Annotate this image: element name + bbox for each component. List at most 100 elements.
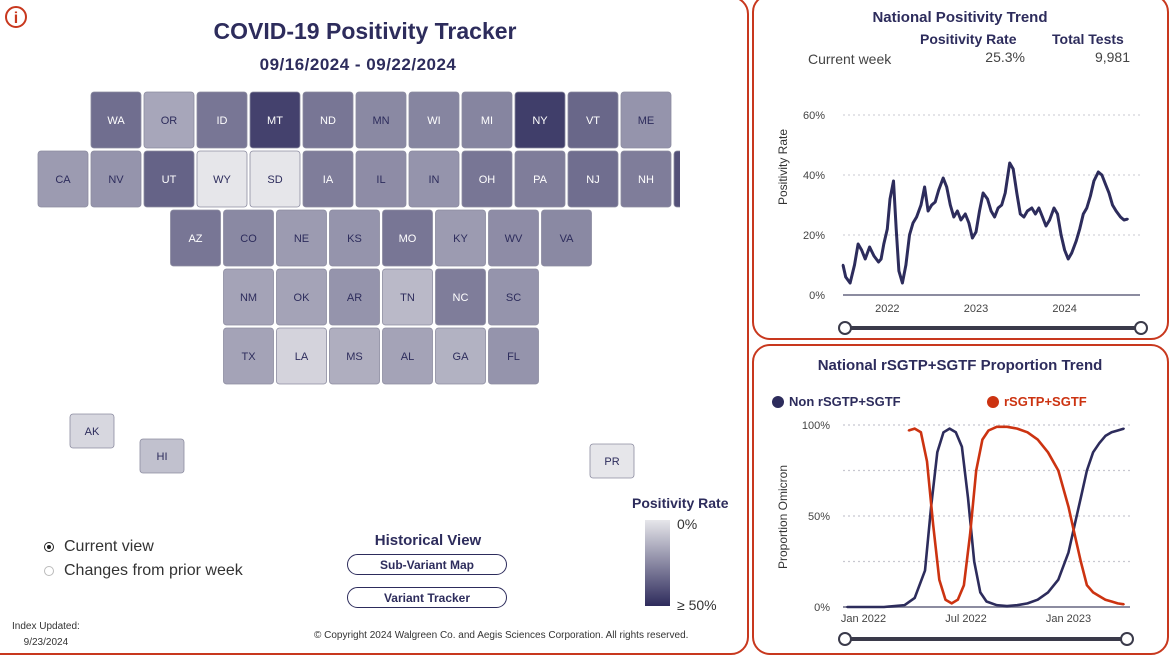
state-ia[interactable] — [302, 150, 354, 208]
trend-point — [1008, 161, 1011, 165]
trend-point — [1082, 212, 1085, 216]
variant-y-tick: 100% — [802, 420, 830, 432]
state-la[interactable] — [276, 327, 327, 385]
trend-series-line — [841, 161, 1128, 285]
trend-point — [877, 260, 880, 264]
state-wv[interactable] — [488, 209, 539, 267]
radio-unselected-icon[interactable] — [44, 566, 54, 576]
state-ak[interactable] — [69, 413, 115, 449]
sub-variant-map-button[interactable]: Sub-Variant Map — [347, 554, 507, 575]
trend-slider-start-handle[interactable] — [838, 321, 852, 335]
radio-label: Changes from prior week — [64, 562, 243, 579]
date-range: 09/16/2024 - 09/22/2024 — [259, 55, 457, 74]
variant-point — [924, 569, 926, 572]
variant-slider-end-handle[interactable] — [1120, 632, 1134, 646]
state-nm[interactable] — [223, 268, 274, 326]
state-pr[interactable] — [589, 443, 635, 479]
state-nd[interactable] — [302, 91, 354, 149]
state-ne[interactable] — [276, 209, 327, 267]
variant-tracker-button[interactable]: Variant Tracker — [347, 587, 507, 608]
legend-dot-icon — [772, 395, 784, 408]
state-ga[interactable] — [435, 327, 486, 385]
state-label: CA — [55, 174, 71, 186]
index-updated-label: Index Updated: — [12, 621, 80, 632]
variant-point — [1073, 524, 1076, 527]
state-il[interactable] — [355, 150, 407, 208]
us-map[interactable]: WA OR ID MT ND MN WI MI NY VT ME CA NV UT WY SD IA IL IN OH… — [30, 84, 680, 484]
state-ny[interactable] — [514, 91, 566, 149]
state-or[interactable] — [143, 91, 195, 149]
positivity-trend-chart[interactable]: Positivity Rate 0% 20% 40% 60% 2022 2023 2024 — [755, 100, 1165, 340]
state-mi[interactable] — [461, 91, 513, 149]
state-id[interactable] — [196, 91, 248, 149]
radio-changes-prior-week[interactable]: Changes from prior week — [44, 562, 243, 580]
state-nj[interactable] — [567, 150, 619, 208]
state-ma[interactable] — [673, 150, 680, 208]
state-ar[interactable] — [329, 268, 380, 326]
trend-point — [1092, 179, 1096, 183]
trend-panel-title: National Positivity Trend — [872, 9, 1048, 26]
trend-point — [967, 221, 971, 225]
state-label: NE — [294, 233, 309, 245]
trend-point — [856, 242, 860, 246]
state-oh[interactable] — [461, 150, 513, 208]
state-ks[interactable] — [329, 209, 380, 267]
state-label: MS — [346, 351, 363, 363]
state-sc[interactable] — [488, 268, 539, 326]
state-label: NJ — [586, 174, 599, 186]
state-ok[interactable] — [276, 268, 327, 326]
trend-point — [1100, 173, 1104, 177]
trend-point — [971, 236, 974, 240]
state-ms[interactable] — [329, 327, 380, 385]
variant-point — [1026, 431, 1029, 434]
variant-point — [1104, 434, 1107, 437]
state-nc[interactable] — [435, 268, 486, 326]
variant-slider-start-handle[interactable] — [838, 632, 852, 646]
trend-point — [911, 221, 915, 225]
state-ut[interactable] — [143, 150, 195, 208]
state-sd[interactable] — [249, 150, 301, 208]
state-va[interactable] — [541, 209, 592, 267]
state-label: IL — [376, 174, 385, 186]
state-ky[interactable] — [435, 209, 486, 267]
state-al[interactable] — [382, 327, 433, 385]
info-icon[interactable]: i — [5, 6, 27, 28]
trend-x-tick: 2022 — [875, 303, 899, 315]
state-mo[interactable] — [382, 209, 433, 267]
state-label: SD — [267, 174, 282, 186]
state-ca[interactable] — [37, 150, 89, 208]
radio-current-view[interactable]: Current view — [44, 538, 243, 556]
state-az[interactable] — [170, 209, 221, 267]
state-vt[interactable] — [567, 91, 619, 149]
variant-point — [1067, 505, 1070, 508]
trend-point — [1056, 212, 1059, 216]
trend-slider-end-handle[interactable] — [1134, 321, 1148, 335]
radio-selected-icon[interactable] — [44, 542, 54, 552]
state-label: OK — [294, 292, 311, 304]
variant-point — [1006, 425, 1008, 428]
state-me[interactable] — [620, 91, 672, 149]
state-tx[interactable] — [223, 327, 274, 385]
variant-point — [1116, 602, 1119, 605]
state-mt[interactable] — [249, 91, 301, 149]
state-pa[interactable] — [514, 150, 566, 208]
variant-point — [1047, 591, 1049, 594]
state-mn[interactable] — [355, 91, 407, 149]
state-co[interactable] — [223, 209, 274, 267]
state-wa[interactable] — [90, 91, 142, 149]
state-hi[interactable] — [139, 438, 185, 474]
trend-point — [1044, 224, 1048, 228]
state-wy[interactable] — [196, 150, 248, 208]
state-in[interactable] — [408, 150, 460, 208]
copyright: © Copyright 2024 Walgreen Co. and Aegis … — [314, 630, 689, 641]
trend-point — [1015, 191, 1018, 195]
trend-point — [1037, 206, 1041, 210]
trend-point — [941, 176, 945, 180]
state-nh[interactable] — [620, 150, 672, 208]
variant-point — [944, 598, 947, 601]
state-wi[interactable] — [408, 91, 460, 149]
state-tn[interactable] — [382, 268, 433, 326]
variant-trend-chart[interactable]: Proportion Omicron 0% 50% 100% Jan 2022 Jul … — [755, 410, 1165, 653]
state-fl[interactable] — [488, 327, 539, 385]
state-nv[interactable] — [90, 150, 142, 208]
